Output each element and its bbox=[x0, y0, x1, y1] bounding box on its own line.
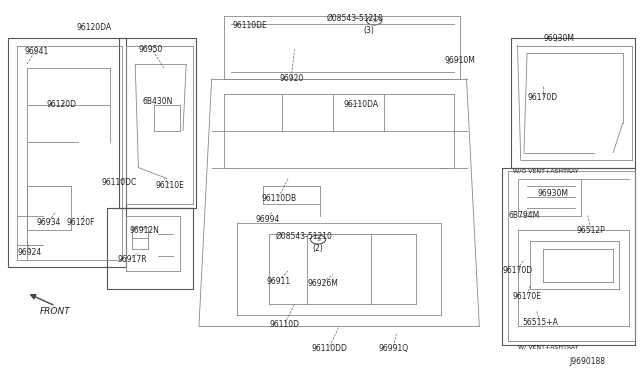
Text: 96910M: 96910M bbox=[445, 56, 476, 65]
Text: 96941: 96941 bbox=[24, 47, 49, 56]
Bar bbox=[502, 167, 636, 345]
Text: 96170E: 96170E bbox=[513, 292, 541, 301]
Bar bbox=[511, 38, 636, 167]
Text: 96170D: 96170D bbox=[528, 93, 558, 102]
Text: 96924: 96924 bbox=[18, 248, 42, 257]
Text: 56515+A: 56515+A bbox=[522, 318, 558, 327]
Text: Ø08543-51210: Ø08543-51210 bbox=[326, 13, 383, 22]
Text: W/ VENT+ASHTRAY: W/ VENT+ASHTRAY bbox=[518, 344, 579, 349]
Text: 96920: 96920 bbox=[279, 74, 303, 83]
Text: J9690188: J9690188 bbox=[570, 357, 605, 366]
Text: 96950: 96950 bbox=[139, 45, 163, 54]
Text: 96917R: 96917R bbox=[117, 255, 147, 264]
Text: 96911: 96911 bbox=[266, 278, 291, 286]
Text: Ø08543-51210: Ø08543-51210 bbox=[276, 231, 333, 240]
Text: (3): (3) bbox=[364, 26, 374, 35]
Text: 96512P: 96512P bbox=[577, 226, 605, 235]
Text: FRONT: FRONT bbox=[40, 307, 71, 316]
Text: 6B430N: 6B430N bbox=[142, 97, 173, 106]
Text: 96110DE: 96110DE bbox=[232, 21, 268, 30]
Text: 96912N: 96912N bbox=[130, 226, 160, 235]
Text: 96110E: 96110E bbox=[156, 182, 185, 190]
Text: 96170D: 96170D bbox=[502, 266, 532, 275]
Text: 96991Q: 96991Q bbox=[378, 344, 408, 353]
Text: 96994: 96994 bbox=[255, 215, 280, 224]
Bar bbox=[106, 208, 193, 289]
Text: 96930M: 96930M bbox=[537, 189, 568, 198]
Text: 96926M: 96926M bbox=[308, 279, 339, 288]
Bar bbox=[8, 38, 125, 267]
Text: 96120F: 96120F bbox=[67, 218, 95, 227]
Text: S: S bbox=[372, 18, 376, 23]
Text: 96110DD: 96110DD bbox=[312, 344, 348, 353]
Text: 96120D: 96120D bbox=[47, 100, 77, 109]
Text: 96120DA: 96120DA bbox=[76, 23, 111, 32]
Bar bbox=[119, 38, 196, 208]
Text: W/O VENT+ASHTRAY: W/O VENT+ASHTRAY bbox=[513, 169, 579, 174]
Text: 96930M: 96930M bbox=[543, 34, 575, 43]
Text: 96110DB: 96110DB bbox=[261, 195, 296, 203]
Text: 96934: 96934 bbox=[37, 218, 61, 227]
Text: 96110DC: 96110DC bbox=[102, 178, 137, 187]
Text: (2): (2) bbox=[313, 244, 323, 253]
Text: 96110D: 96110D bbox=[270, 320, 300, 329]
Text: 96110DA: 96110DA bbox=[344, 100, 379, 109]
Text: S: S bbox=[316, 237, 320, 242]
Text: 6B794M: 6B794M bbox=[508, 211, 540, 220]
